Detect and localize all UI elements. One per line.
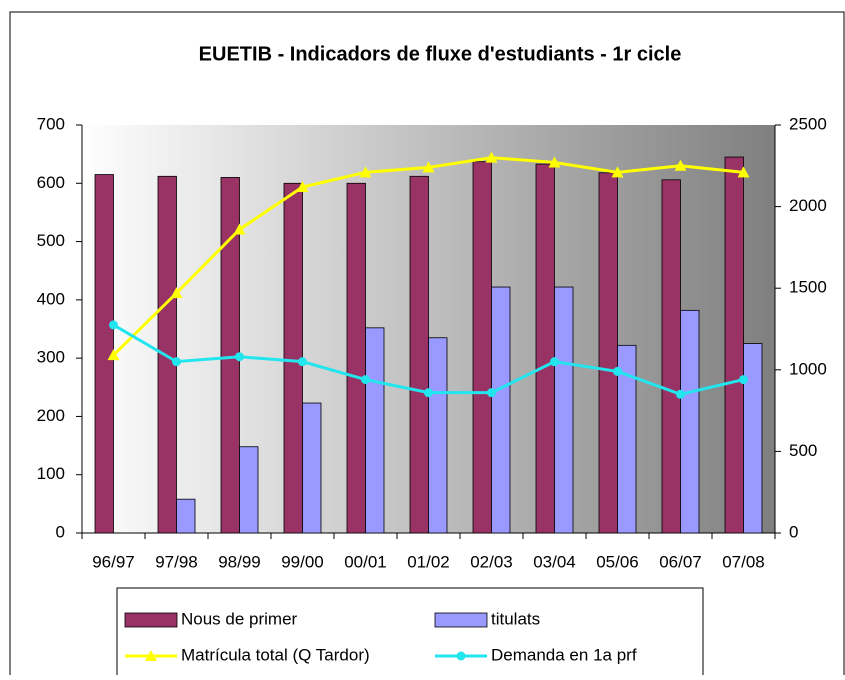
legend-marker [456, 651, 466, 661]
marker [613, 366, 622, 376]
bar [680, 309, 700, 534]
bar [554, 286, 574, 534]
marker [676, 389, 685, 399]
y2-tick-label: 2000 [789, 196, 827, 215]
marker [485, 151, 498, 163]
y-tick-label: 100 [37, 464, 65, 483]
bar [491, 286, 511, 534]
marker [737, 166, 750, 178]
bar [724, 156, 744, 534]
legend-label: titulats [491, 609, 540, 628]
legend-swatch [434, 612, 488, 628]
marker [233, 223, 246, 235]
marker [296, 181, 309, 193]
bar [535, 163, 555, 534]
marker [361, 375, 370, 385]
marker [298, 357, 307, 367]
chart-frame [9, 11, 845, 675]
legend-swatch [124, 612, 178, 628]
bar [409, 175, 429, 534]
marker [172, 357, 181, 367]
bar [176, 498, 196, 534]
y-tick-label: 200 [37, 406, 65, 425]
legend-label: Nous de primer [181, 609, 298, 628]
x-tick-label: 99/00 [281, 552, 324, 571]
y-tick-label: 300 [37, 348, 65, 367]
bar [239, 446, 259, 534]
bar [94, 174, 114, 534]
marker [487, 388, 496, 398]
y2-tick-label: 2500 [789, 114, 827, 133]
bar [428, 337, 448, 534]
marker [359, 166, 372, 178]
y-tick-label: 0 [56, 522, 65, 541]
bar [472, 161, 492, 534]
marker [424, 388, 433, 398]
x-tick-label: 97/98 [155, 552, 198, 571]
marker [107, 349, 120, 361]
marker [739, 375, 748, 385]
y-tick-label: 500 [37, 231, 65, 250]
bar [598, 172, 618, 534]
chart-title: EUETIB - Indicadors de fluxe d'estudiant… [199, 43, 682, 65]
x-tick-label: 07/08 [722, 552, 765, 571]
marker [422, 161, 435, 173]
bar [365, 327, 385, 534]
bar [743, 343, 763, 534]
bar [302, 402, 322, 534]
x-tick-label: 06/07 [659, 552, 702, 571]
legend-box [116, 587, 704, 680]
x-tick-label: 00/01 [344, 552, 387, 571]
bar [661, 179, 681, 534]
y2-tick-label: 500 [789, 441, 817, 460]
y2-tick-label: 1500 [789, 278, 827, 297]
legend-label: Demanda en 1a prf [491, 645, 637, 664]
bar [346, 182, 366, 534]
legend-label: Matrícula total (Q Tardor) [181, 645, 370, 664]
y2-tick-label: 0 [789, 522, 798, 541]
y-tick-label: 400 [37, 289, 65, 308]
marker [548, 156, 561, 168]
x-tick-label: 05/06 [596, 552, 639, 571]
x-tick-label: 01/02 [407, 552, 450, 571]
x-tick-label: 02/03 [470, 552, 513, 571]
y-tick-label: 600 [37, 173, 65, 192]
marker [109, 320, 118, 330]
y2-tick-label: 1000 [789, 359, 827, 378]
x-tick-label: 98/99 [218, 552, 261, 571]
legend-marker [145, 650, 157, 661]
bar [617, 344, 637, 534]
marker [170, 287, 183, 299]
marker [611, 166, 624, 178]
x-tick-label: 03/04 [533, 552, 576, 571]
marker [674, 159, 687, 171]
marker [550, 357, 559, 367]
x-tick-label: 96/97 [92, 552, 135, 571]
marker [235, 352, 244, 362]
y-tick-label: 700 [37, 114, 65, 133]
